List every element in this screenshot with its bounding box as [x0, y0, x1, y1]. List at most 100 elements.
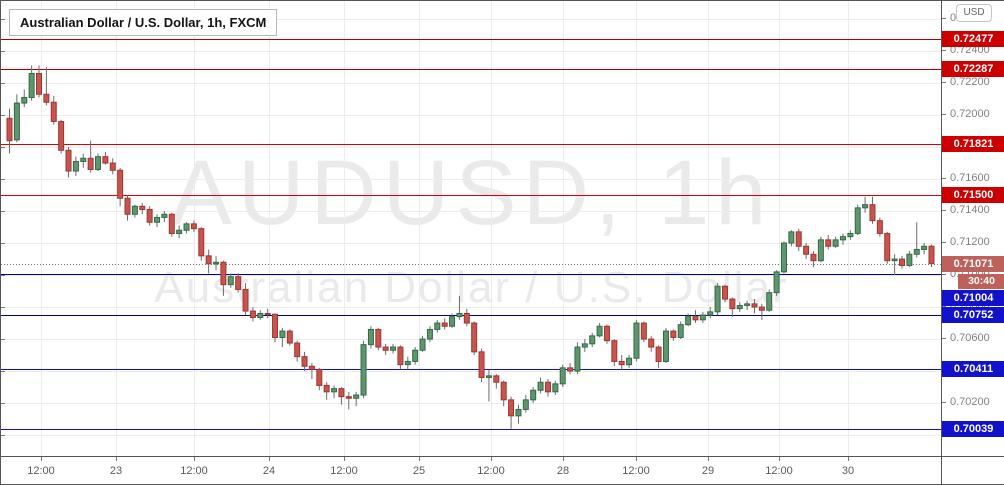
candle-body	[80, 157, 87, 162]
candle-body	[168, 213, 175, 234]
candle-body	[854, 207, 861, 234]
candle-body	[567, 367, 574, 372]
price-tick-label: 0.72200	[950, 76, 990, 88]
time-tick-dash	[563, 457, 564, 461]
candle-body	[921, 245, 928, 250]
candle-body	[574, 346, 581, 372]
candle-body	[95, 156, 102, 170]
candle-body	[471, 322, 478, 353]
time-tick-dash	[848, 457, 849, 461]
price-tick: 0.72000	[942, 108, 1004, 122]
candle-body	[913, 248, 920, 255]
tick-dash	[942, 50, 946, 51]
candle-body	[286, 330, 293, 344]
candle-body	[331, 388, 338, 393]
price-level-label: 0.71821	[942, 136, 1004, 152]
symbol-legend[interactable]: Australian Dollar / U.S. Dollar, 1h, FXC…	[9, 9, 278, 36]
candle-body	[434, 322, 441, 330]
candle-body	[43, 93, 50, 103]
candle-body	[65, 149, 72, 172]
candle-body	[655, 346, 662, 362]
candle-body	[139, 205, 146, 210]
time-axis[interactable]: 12:00 23 12:00 24 12:00 25 12:00 28 12:00 29 12:00…	[0, 456, 941, 484]
time-tick-label: 24	[262, 465, 276, 477]
candle-body	[744, 303, 751, 306]
candle-body	[633, 322, 640, 359]
time-tick-label: 25	[412, 465, 426, 477]
candle-body	[308, 365, 315, 370]
candle-body	[515, 408, 522, 417]
candle-body	[810, 253, 817, 262]
candle-body	[146, 208, 153, 223]
price-tick: 0.72200	[942, 76, 1004, 90]
time-tick-label: 30	[841, 465, 855, 477]
candle-body	[463, 312, 470, 324]
candle-body	[685, 316, 692, 326]
time-tick-dash	[116, 457, 117, 461]
price-tick-label: 0.70200	[950, 396, 990, 408]
candle-body	[257, 312, 264, 318]
candle-body	[662, 330, 669, 362]
candle-body	[803, 245, 810, 255]
tick-dash	[942, 178, 946, 179]
candle-body	[559, 367, 566, 385]
candle-body	[272, 313, 279, 338]
candle-body	[795, 231, 802, 247]
candle-body	[58, 120, 65, 151]
candle-body	[375, 328, 382, 348]
candle-body	[227, 276, 234, 286]
time-tick-label: 12:00	[622, 465, 650, 477]
time-tick-label: 23	[109, 465, 123, 477]
candle-body	[117, 169, 124, 199]
candle-body	[198, 228, 205, 257]
candle-body	[50, 101, 57, 122]
candle-body	[131, 205, 138, 215]
candle-body	[28, 72, 35, 98]
time-tick-dash	[194, 457, 195, 461]
candle-body	[884, 232, 891, 262]
price-tick: 0.70200	[942, 396, 1004, 410]
candlestick-chart[interactable]	[1, 1, 942, 456]
candle-body	[242, 288, 249, 312]
time-tick-label: 12:00	[765, 465, 793, 477]
candle-body	[87, 157, 94, 170]
candle-body	[537, 381, 544, 391]
time-tick-dash	[779, 457, 780, 461]
candle-body	[353, 394, 360, 399]
candle-body	[714, 285, 721, 313]
candle-body	[692, 316, 699, 321]
currency-toggle-button[interactable]: USD	[956, 4, 992, 22]
time-tick-label: 12:00	[330, 465, 358, 477]
candle-body	[552, 383, 559, 393]
candle-body	[508, 399, 515, 417]
candle-body	[235, 276, 242, 290]
time-tick-label: 29	[701, 465, 715, 477]
candle-body	[124, 197, 131, 215]
price-tick: 0.71400	[942, 204, 1004, 218]
candle-body	[500, 381, 507, 401]
candle-body	[640, 322, 647, 340]
candle-body	[898, 258, 905, 266]
price-tick-label: 0.72000	[950, 108, 990, 120]
candle-body	[530, 389, 537, 401]
candle-body	[456, 312, 463, 318]
axis-corner	[941, 456, 1004, 484]
tick-dash	[942, 338, 946, 339]
candle-body	[751, 303, 758, 308]
candle-body	[773, 271, 780, 294]
candle-body	[6, 117, 13, 142]
candle-body	[220, 261, 227, 286]
candle-body	[190, 223, 197, 230]
candle-body	[869, 204, 876, 222]
price-tick-label: 0.70600	[950, 332, 990, 344]
candle-body	[788, 231, 795, 244]
price-axis[interactable]: 30:40 0.726000.724000.722000.720000.7180…	[941, 1, 1004, 456]
price-tick-label: 0.71200	[950, 236, 990, 248]
candle-body	[176, 229, 183, 234]
candle-body	[109, 162, 116, 171]
candle-body	[154, 216, 161, 223]
price-tick-label: 0.72400	[950, 44, 990, 56]
chart-plot-area[interactable]: AUDUSD, 1h Australian Dollar / U.S. Doll…	[0, 1, 942, 456]
price-tick: 0.71600	[942, 172, 1004, 186]
price-tick-label: 0.71400	[950, 204, 990, 216]
